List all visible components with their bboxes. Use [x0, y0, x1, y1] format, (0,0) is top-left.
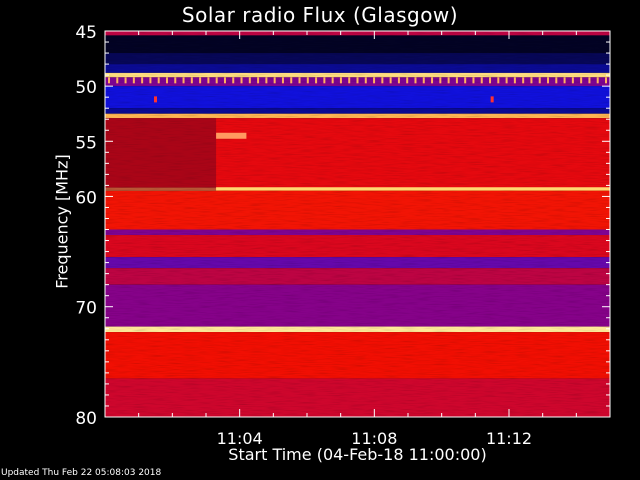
- comb-mark: [315, 77, 318, 84]
- comb-mark: [248, 77, 251, 84]
- comb-mark: [273, 77, 276, 84]
- comb-mark: [480, 77, 483, 84]
- comb-mark: [538, 77, 541, 84]
- update-timestamp: Updated Thu Feb 22 05:08:03 2018: [1, 468, 162, 478]
- y-tick-label: 55: [75, 133, 97, 153]
- comb-mark: [605, 77, 607, 84]
- comb-mark: [199, 77, 202, 84]
- y-tick-label: 80: [75, 409, 97, 429]
- comb-mark: [356, 77, 359, 84]
- chart-title: Solar radio Flux (Glasgow): [181, 3, 459, 27]
- comb-mark: [182, 77, 185, 84]
- comb-mark: [364, 77, 367, 84]
- comb-mark: [141, 77, 144, 84]
- y-tick-label: 60: [75, 188, 97, 208]
- pre-onset-region: [105, 118, 217, 191]
- comb-mark: [257, 77, 260, 84]
- y-tick-label: 45: [75, 23, 97, 43]
- comb-mark: [207, 77, 210, 84]
- comb-mark: [505, 77, 508, 84]
- comb-mark: [422, 77, 425, 84]
- comb-mark: [323, 77, 326, 84]
- spectrogram-features: [105, 77, 610, 191]
- x-axis-label: Start Time (04-Feb-18 11:00:00): [228, 445, 487, 464]
- comb-mark: [464, 77, 467, 84]
- plot-frame: [104, 30, 611, 418]
- comb-mark: [240, 77, 243, 84]
- comb-mark: [165, 77, 168, 84]
- comb-mark: [108, 77, 110, 84]
- y-tick-label: 50: [75, 78, 97, 98]
- comb-mark: [397, 77, 400, 84]
- noise-texture: [105, 31, 610, 417]
- comb-mark: [281, 77, 284, 84]
- comb-mark: [472, 77, 475, 84]
- x-tick-label: 11:08: [351, 429, 397, 448]
- comb-mark: [290, 77, 293, 84]
- comb-mark: [381, 77, 384, 84]
- comb-mark: [265, 77, 268, 84]
- comb-mark: [223, 77, 226, 84]
- comb-mark: [489, 77, 492, 84]
- x-tick-label: 11:04: [217, 429, 263, 448]
- comb-mark: [596, 77, 599, 84]
- y-axis-label: Frequency [MHz]: [52, 154, 72, 289]
- comb-mark: [447, 77, 450, 84]
- axis-ticks: 45 50 55 60 70 80 11:04 11:08 11:12: [75, 23, 610, 448]
- comb-mark: [132, 77, 135, 84]
- x-tick-label: 11:12: [486, 429, 532, 448]
- comb-mark: [215, 77, 218, 84]
- comb-mark: [298, 77, 301, 84]
- comb-mark: [116, 77, 119, 84]
- comb-mark: [406, 77, 409, 84]
- comb-mark: [124, 77, 127, 84]
- comb-mark: [563, 77, 566, 84]
- comb-mark: [588, 77, 591, 84]
- comb-mark: [513, 77, 516, 84]
- comb-mark: [530, 77, 533, 84]
- comb-mark: [149, 77, 152, 84]
- comb-mark: [439, 77, 442, 84]
- comb-mark: [348, 77, 351, 84]
- comb-mark: [547, 77, 550, 84]
- comb-mark: [522, 77, 525, 84]
- comb-mark: [331, 77, 334, 84]
- comb-mark: [497, 77, 500, 84]
- comb-mark: [190, 77, 193, 84]
- interference-spike: [490, 96, 494, 103]
- comb-mark: [174, 77, 177, 84]
- comb-mark: [306, 77, 309, 84]
- comb-mark: [339, 77, 342, 84]
- comb-mark: [571, 77, 574, 84]
- comb-mark: [414, 77, 417, 84]
- comb-mark: [580, 77, 583, 84]
- comb-mark: [157, 77, 160, 84]
- comb-mark: [373, 77, 376, 84]
- comb-mark: [431, 77, 434, 84]
- comb-mark: [455, 77, 458, 84]
- comb-mark: [389, 77, 392, 84]
- y-tick-label: 70: [75, 299, 97, 319]
- emission-burst: [216, 132, 247, 139]
- comb-mark: [232, 77, 235, 84]
- interference-spike: [154, 96, 157, 103]
- comb-mark: [555, 77, 558, 84]
